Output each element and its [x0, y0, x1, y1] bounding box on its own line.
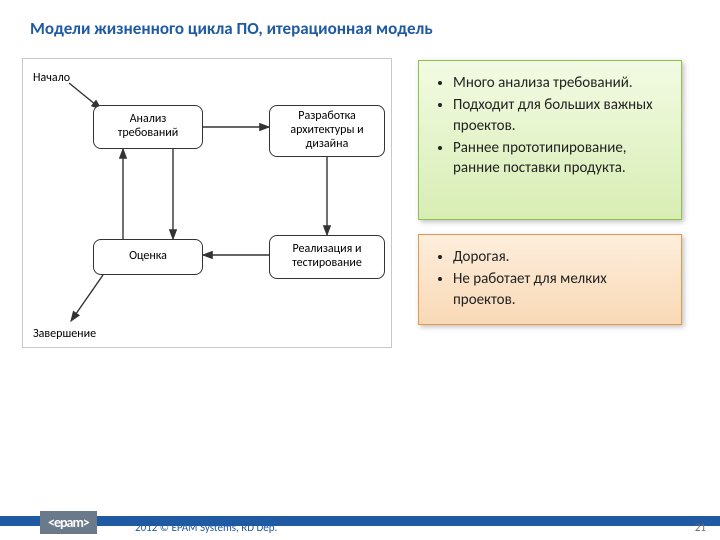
diagram-label: Завершение: [33, 327, 96, 341]
lifecycle-diagram: Начало Завершение Анализ требований Разрабо…: [22, 58, 392, 348]
pros-panel: Много анализа требований.Подходит для бо…: [418, 60, 682, 220]
cons-panel: Дорогая.Не работает для мелких проектов.: [418, 234, 682, 325]
node-implement: Реализация и тестирование: [269, 235, 385, 279]
cons-list: Дорогая.Не работает для мелких проектов.: [435, 247, 665, 310]
list-item: Подходит для больших важных проектов.: [453, 95, 665, 136]
slide-title: Модели жизненного цикла ПО, итерационная…: [30, 18, 433, 39]
list-item: Не работает для мелких проектов.: [453, 269, 665, 310]
node-evaluate: Оценка: [93, 239, 203, 275]
footer-bar: [0, 516, 720, 526]
copyright-text: 2012 © EPAM Systems, RD Dep.: [135, 521, 277, 534]
epam-logo: <epam>: [40, 511, 97, 534]
node-design: Разработка архитектуры и дизайна: [269, 105, 385, 157]
page-number: 21: [695, 521, 706, 534]
node-analysis: Анализ требований: [93, 105, 203, 149]
diagram-label: Начало: [33, 71, 70, 85]
diagram-arrows: [23, 59, 393, 349]
list-item: Дорогая.: [453, 247, 665, 267]
list-item: Раннее прототипирование, ранние поставки…: [453, 138, 665, 179]
list-item: Много анализа требований.: [453, 73, 665, 93]
pros-list: Много анализа требований.Подходит для бо…: [435, 73, 665, 178]
